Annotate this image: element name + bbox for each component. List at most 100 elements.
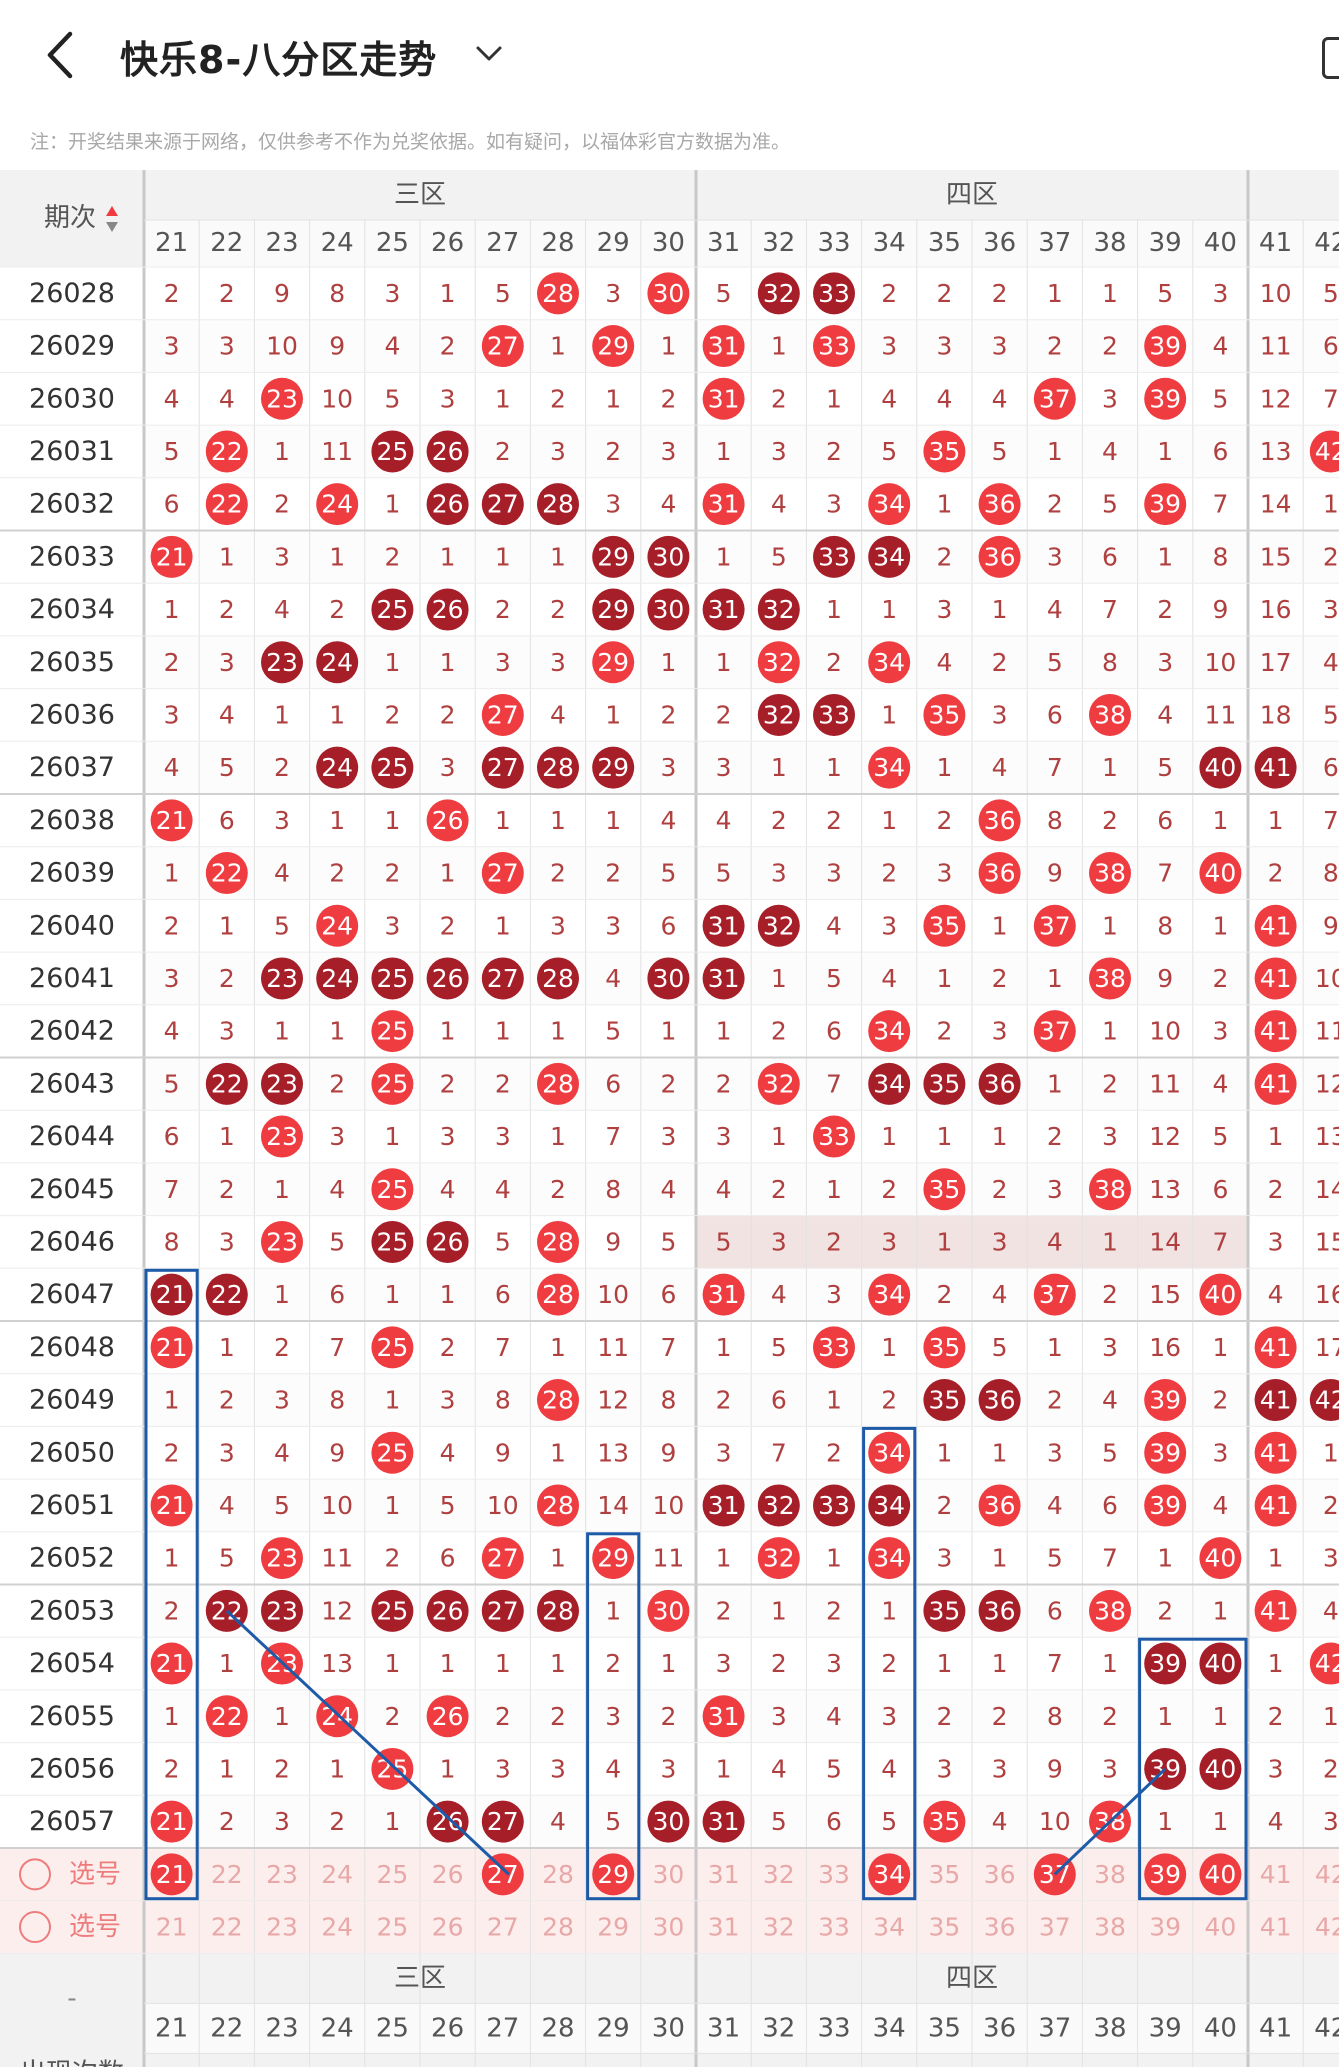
omit-value: 7 (1102, 1544, 1118, 1573)
pick-number[interactable]: 22 (211, 1913, 243, 1942)
hit-number: 40 (1204, 753, 1236, 782)
pick-ball-selected[interactable] (1199, 1853, 1242, 1896)
pick-number[interactable]: 24 (321, 1913, 353, 1942)
hit-ball (371, 1589, 414, 1632)
omit-value: 10 (652, 1491, 684, 1520)
pick-number[interactable]: 23 (266, 1860, 298, 1889)
omit-value: 6 (826, 1807, 842, 1836)
hit-number: 42 (1315, 437, 1339, 466)
pick-number[interactable]: 41 (1260, 1860, 1292, 1889)
pick-number[interactable]: 26 (432, 1860, 464, 1889)
pick-number[interactable]: 31 (708, 1860, 740, 1889)
back-button[interactable] (40, 30, 80, 80)
pick-number[interactable]: 28 (542, 1913, 574, 1942)
dropdown-button[interactable] (474, 38, 504, 68)
omit-value: 3 (550, 911, 566, 940)
footer-column-number: 22 (210, 2013, 243, 2043)
omit-value: 1 (219, 1122, 235, 1151)
pick-number[interactable]: 25 (376, 1913, 408, 1942)
pick-number[interactable]: 37 (1039, 1913, 1071, 1942)
pick-number[interactable]: 35 (928, 1860, 960, 1889)
omit-value: 2 (495, 1702, 511, 1731)
pick-number[interactable]: 38 (1094, 1913, 1126, 1942)
pick-number[interactable]: 21 (156, 1913, 188, 1942)
pick-number[interactable]: 23 (266, 1913, 298, 1942)
omit-value: 15 (1149, 1280, 1181, 1309)
hit-ball (923, 430, 966, 473)
hit-ball (868, 483, 911, 526)
pick-number[interactable]: 42 (1315, 1913, 1339, 1942)
pick-number[interactable]: 27 (487, 1913, 519, 1942)
omit-value: 3 (1323, 595, 1339, 624)
hit-ball (426, 1800, 469, 1843)
omit-value: 3 (274, 542, 290, 571)
user-annotations (144, 1268, 1248, 1901)
hit-number: 35 (928, 700, 960, 729)
omit-value: 1 (771, 753, 787, 782)
omit-value: 12 (321, 1596, 353, 1625)
pick-number[interactable]: 31 (708, 1913, 740, 1942)
omit-value: 4 (1047, 1227, 1063, 1256)
omit-value: 3 (1102, 1122, 1118, 1151)
omit-value: 1 (605, 700, 621, 729)
hit-number: 41 (1260, 964, 1292, 993)
pick-number[interactable]: 30 (652, 1913, 684, 1942)
omit-value: 1 (274, 1175, 290, 1204)
pick-number[interactable]: 29 (597, 1913, 629, 1942)
pick-number[interactable]: 40 (1204, 1913, 1236, 1942)
pick-ball-selected[interactable] (481, 1853, 524, 1896)
period-cell: 26054 (29, 1648, 115, 1679)
hit-ball (205, 483, 248, 526)
column-number: 24 (321, 228, 354, 258)
column-number: 28 (541, 228, 574, 258)
pick-number[interactable]: 32 (763, 1860, 795, 1889)
hit-ball (813, 272, 855, 315)
sort-icon[interactable] (106, 206, 118, 232)
pick-number[interactable]: 30 (652, 1860, 684, 1889)
hit-ball (1144, 1379, 1187, 1422)
hit-ball (647, 957, 690, 1000)
hit-number: 36 (984, 490, 1016, 519)
footer-column-number: 41 (1259, 2013, 1292, 2043)
pick-number[interactable]: 36 (984, 1860, 1016, 1889)
pick-number[interactable]: 35 (928, 1913, 960, 1942)
pick-ball-selected[interactable] (868, 1853, 911, 1896)
omit-value: 3 (495, 1754, 511, 1783)
pick-number[interactable]: 25 (376, 1860, 408, 1889)
omit-value: 14 (597, 1491, 629, 1520)
hit-number: 21 (156, 1649, 188, 1678)
pick-number[interactable]: 32 (763, 1913, 795, 1942)
pick-number[interactable]: 26 (432, 1913, 464, 1942)
hit-ball (702, 325, 745, 368)
omit-value: 9 (495, 1438, 511, 1467)
pick-number[interactable]: 41 (1260, 1913, 1292, 1942)
radio-icon[interactable] (19, 1911, 51, 1944)
pick-number[interactable]: 28 (542, 1860, 574, 1889)
omit-value: 2 (605, 1649, 621, 1678)
page-title[interactable]: 快乐8-八分区走势 (120, 38, 438, 82)
pick-number[interactable]: 24 (321, 1860, 353, 1889)
omit-value: 9 (1323, 911, 1339, 940)
pick-number[interactable]: 33 (818, 1913, 850, 1942)
hit-number: 31 (708, 1807, 740, 1836)
pick-number[interactable]: 36 (984, 1913, 1016, 1942)
omit-value: 5 (605, 1017, 621, 1046)
pick-number[interactable]: 33 (818, 1860, 850, 1889)
pick-ball-selected[interactable] (1144, 1853, 1187, 1896)
pick-number[interactable]: 42 (1315, 1860, 1339, 1889)
pick-number[interactable]: 38 (1094, 1860, 1126, 1889)
pick-number-selected: 39 (1149, 1860, 1181, 1889)
pick-number[interactable]: 39 (1149, 1913, 1181, 1942)
footer-zone-label: 三区 (394, 1963, 446, 1993)
hit-ball (923, 693, 966, 736)
omit-value: 1 (660, 1649, 676, 1678)
pick-number-selected: 27 (487, 1860, 519, 1889)
pick-ball-selected[interactable] (592, 1853, 635, 1896)
pick-ball-selected[interactable] (150, 1853, 193, 1896)
radio-icon[interactable] (19, 1858, 51, 1891)
omit-value: 4 (881, 384, 897, 413)
pick-number[interactable]: 22 (211, 1860, 243, 1889)
pick-number[interactable]: 34 (873, 1913, 905, 1942)
screen-icon[interactable] (1322, 37, 1339, 79)
hit-ball (316, 904, 359, 947)
